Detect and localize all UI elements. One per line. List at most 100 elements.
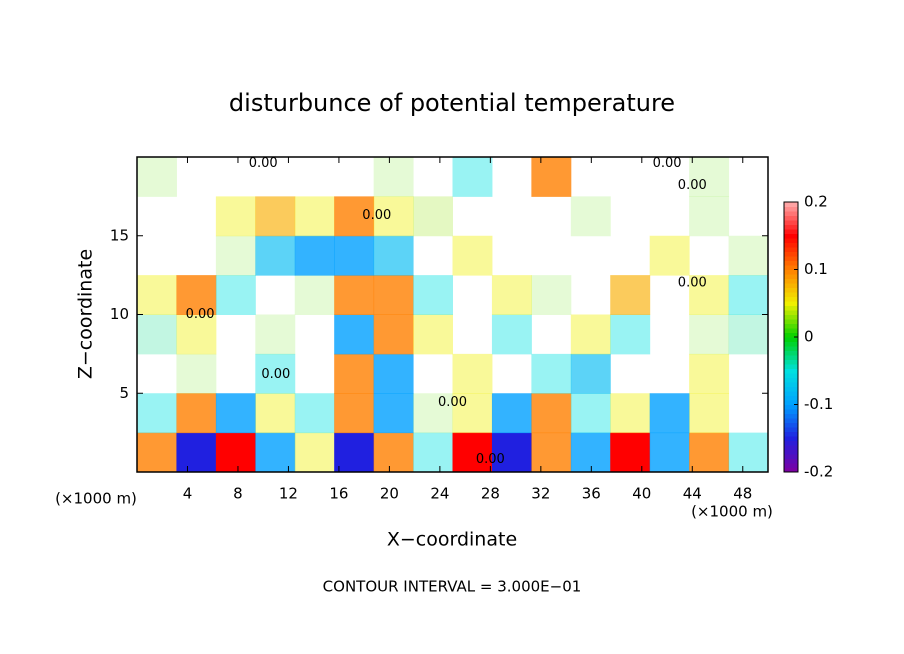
heatmap-cell — [413, 314, 453, 355]
heatmap-cell — [531, 275, 572, 315]
heatmap-cell — [334, 393, 375, 434]
heatmap-cell — [729, 393, 769, 433]
heatmap-cell — [373, 432, 414, 473]
heatmap-cell — [373, 393, 414, 434]
heatmap-cell — [531, 157, 572, 197]
heatmap-cell — [531, 315, 571, 355]
x-tick-label: 8 — [233, 485, 243, 503]
heatmap-cell — [571, 157, 611, 197]
x-tick-label: 20 — [380, 485, 399, 503]
colorbar-segment — [784, 368, 798, 374]
colorbar-segment — [784, 274, 798, 279]
heatmap-cell — [334, 196, 375, 237]
colorbar-segment — [784, 382, 798, 387]
heatmap-cell — [413, 236, 453, 276]
heatmap-cell — [531, 393, 572, 434]
colorbar-segment — [784, 467, 798, 473]
heatmap-cell — [531, 196, 571, 236]
x-unit: (×1000 m) — [691, 503, 773, 521]
heatmap-cell — [255, 235, 296, 276]
heatmap-cell — [294, 275, 335, 315]
heatmap-cell — [492, 157, 532, 197]
heatmap-cell — [689, 353, 730, 394]
heatmap-cell — [255, 314, 296, 355]
colorbar-segment — [784, 220, 798, 225]
heatmap-cell — [215, 235, 256, 276]
x-tick-label: 16 — [329, 485, 348, 503]
heatmap-cell — [176, 393, 217, 434]
heatmap-cell — [610, 393, 651, 434]
colorbar-segment — [784, 337, 798, 342]
heatmap-cell — [453, 275, 493, 315]
heatmap-cell — [491, 393, 532, 434]
colorbar-segment — [784, 256, 798, 261]
heatmap-cell — [334, 157, 374, 197]
heatmap-cell — [215, 196, 256, 237]
colorbar-segment — [784, 359, 798, 365]
heatmap-cell — [452, 393, 493, 434]
heatmap-cell — [137, 196, 177, 236]
heatmap-cell — [137, 354, 177, 394]
y-tick-label: 15 — [110, 226, 129, 244]
colorbar-segment — [784, 440, 798, 446]
heatmap-cell — [413, 393, 453, 434]
heatmap-cell — [689, 196, 730, 237]
heatmap-cell — [373, 314, 414, 355]
x-tick-label: 32 — [531, 485, 550, 503]
heatmap-cell — [176, 157, 216, 197]
colorbar-segment — [784, 350, 798, 356]
heatmap-cell — [689, 393, 730, 434]
colorbar-segment — [784, 301, 798, 306]
heatmap-cell — [216, 354, 256, 394]
heatmap-cell — [294, 196, 335, 237]
heatmap-cell — [176, 353, 217, 394]
heatmap-cell — [452, 157, 493, 197]
heatmap-cell — [137, 275, 177, 315]
colorbar-segment — [784, 283, 798, 288]
colorbar-segment — [784, 319, 798, 324]
colorbar-segment — [784, 373, 798, 378]
colorbar-segment — [784, 278, 798, 284]
heatmap-cell — [649, 393, 690, 434]
heatmap-cell — [453, 315, 493, 355]
colorbar-segment — [784, 211, 798, 216]
heatmap-cell — [295, 315, 335, 355]
colorbar-segment — [784, 377, 798, 383]
x-tick-label: 36 — [582, 485, 601, 503]
colorbar-segment — [784, 269, 798, 275]
contour-label: 0.00 — [438, 395, 467, 410]
heatmap-cell — [649, 235, 690, 276]
colorbar-segment — [784, 391, 798, 396]
colorbar-segment — [784, 346, 798, 351]
contour-label: 0.00 — [476, 452, 505, 467]
heatmap-cell — [373, 353, 414, 394]
heatmap-cell — [492, 196, 532, 236]
heatmap-cell — [650, 196, 690, 236]
heatmap-cell — [650, 315, 690, 355]
heatmap-cell — [689, 314, 730, 355]
colorbar-segment — [784, 332, 798, 338]
heatmap-cell — [413, 275, 453, 315]
heatmap-cell — [452, 235, 493, 276]
colorbar-segment — [784, 445, 798, 450]
colorbar-segment — [784, 400, 798, 405]
heatmap-cell — [610, 432, 651, 473]
heatmap-cell — [137, 314, 177, 355]
heatmap-cell — [373, 196, 414, 237]
colorbar-segment — [784, 202, 798, 207]
heatmap-cell — [570, 196, 611, 237]
x-tick-label: 24 — [430, 485, 449, 503]
heatmap-cell — [334, 314, 375, 355]
colorbar-segment — [784, 233, 798, 239]
heatmap-cell — [491, 432, 532, 473]
colorbar-segment — [784, 436, 798, 441]
contour-label: 0.00 — [186, 307, 215, 322]
colorbar-segment — [784, 292, 798, 297]
contour-label: 0.00 — [362, 208, 391, 223]
colorbar-segment — [784, 458, 798, 464]
heatmap-cell — [729, 196, 769, 236]
heatmap-cell — [610, 275, 651, 315]
heatmap-cell — [413, 157, 453, 197]
y-axis-label: Z−coordinate — [75, 249, 97, 379]
chart-title: disturbunce of potential temperature — [229, 89, 675, 117]
